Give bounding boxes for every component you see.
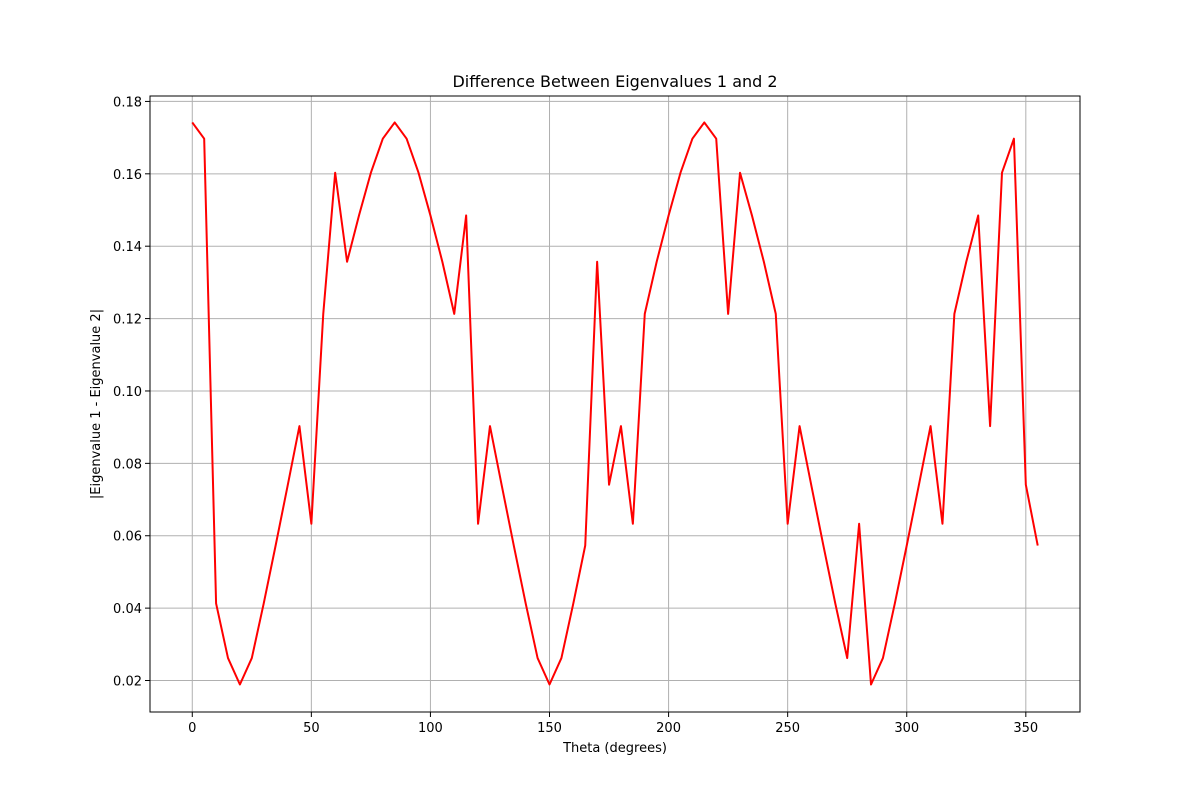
chart-title: Difference Between Eigenvalues 1 and 2: [452, 72, 777, 91]
y-axis-ticks: 0.02 0.04 0.06 0.08 0.10 0.12 0.14 0.16 0.18: [113, 95, 150, 690]
series-line: [191, 121, 1039, 686]
plot-frame: [149, 95, 1081, 713]
y-tick-label: 0.08: [113, 457, 142, 472]
y-tick-label: 0.06: [113, 530, 142, 545]
x-axis-label: Theta (degrees): [562, 741, 667, 756]
x-tick-label: 300: [894, 721, 919, 736]
x-tick-label: 350: [1013, 721, 1038, 736]
y-tick-label: 0.02: [113, 675, 142, 690]
x-axis-ticks: 0 50 100 150 200 250 300 350: [188, 712, 1038, 736]
y-tick-label: 0.14: [113, 240, 142, 255]
x-tick-label: 200: [656, 721, 681, 736]
y-tick-label: 0.18: [113, 95, 142, 110]
x-tick-label: 0: [188, 721, 196, 736]
x-tick-label: 50: [303, 721, 320, 736]
x-tick-label: 150: [537, 721, 562, 736]
x-tick-label: 250: [775, 721, 800, 736]
y-axis-label: |Eigenvalue 1 - Eigenvalue 2|: [89, 309, 104, 499]
grid-lines: [150, 96, 1080, 712]
y-tick-label: 0.10: [113, 385, 142, 400]
y-tick-label: 0.04: [113, 602, 142, 617]
x-tick-label: 100: [418, 721, 443, 736]
y-tick-label: 0.16: [113, 168, 142, 183]
series-layer: [191, 121, 1039, 686]
y-tick-label: 0.12: [113, 313, 142, 328]
